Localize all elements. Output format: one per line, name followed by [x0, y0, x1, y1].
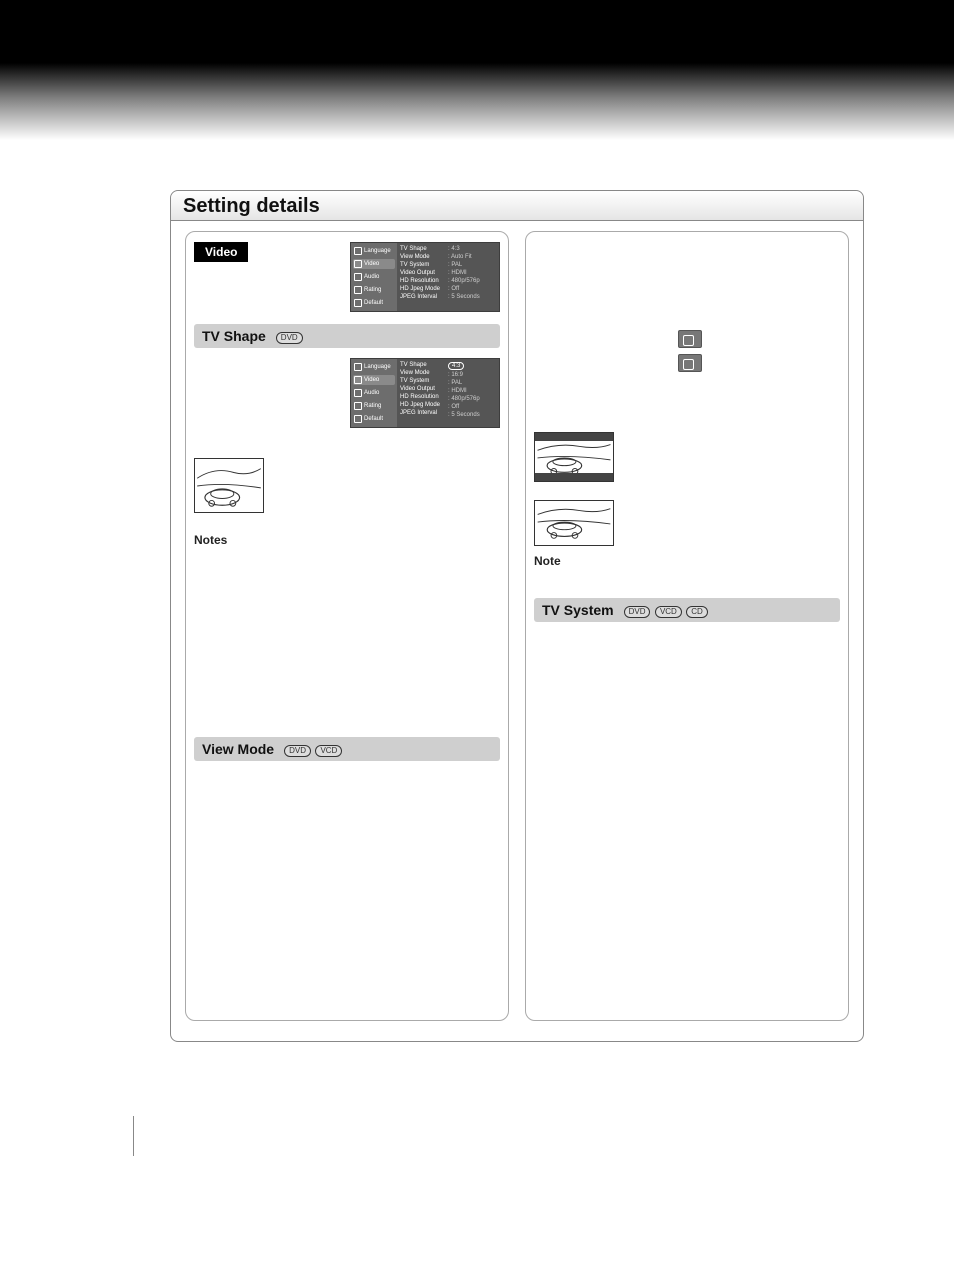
columns: Video Language Video Audio Rating Default TV… — [171, 221, 863, 1031]
osd-nav-label: Language — [364, 248, 391, 254]
osd-row-key: TV System — [400, 262, 442, 268]
osd-row-key: HD Jpeg Mode — [400, 286, 442, 292]
left-column: Video Language Video Audio Rating Default TV… — [185, 231, 509, 1021]
osd-nav-item: Language — [353, 246, 395, 256]
osd-row-key: HD Jpeg Mode — [400, 402, 442, 408]
osd-nav-label: Video — [364, 377, 379, 383]
osd-nav-icon — [354, 286, 362, 294]
car-scene-icon — [195, 459, 263, 512]
section-tv-system: TV System DVD VCD CD — [534, 598, 840, 622]
osd-row-value: : 480p/576p — [448, 396, 496, 402]
section-view-mode: View Mode DVD VCD — [194, 737, 500, 761]
osd-nav-label: Default — [364, 416, 383, 422]
osd-row-value: 4:3 — [448, 362, 496, 370]
osd-nav-icon — [354, 415, 362, 423]
osd-row-value: : HDMI — [448, 388, 496, 394]
osd-nav-label: Audio — [364, 390, 379, 396]
note-heading: Note — [534, 554, 840, 568]
osd-nav-icon — [354, 299, 362, 307]
osd-row-value: : Off — [448, 404, 496, 410]
tv-shape-thumb-row — [194, 458, 500, 513]
osd-row-key: Video Output — [400, 270, 442, 276]
dvd-disc-icon: DVD — [624, 606, 651, 618]
vcd-disc-icon: VCD — [655, 606, 682, 618]
osd-row-key: View Mode — [400, 254, 442, 260]
cd-disc-icon: CD — [686, 606, 708, 618]
osd-row-key: HD Resolution — [400, 278, 442, 284]
osd-nav-icon — [354, 402, 362, 410]
aspect-16-9-thumb — [534, 500, 614, 546]
osd-nav-icon — [354, 389, 362, 397]
tv-shape-content: Language Video Audio Rating Default TV Shape… — [194, 358, 500, 428]
osd-nav-item: Video — [353, 375, 395, 385]
dvd-disc-icon: DVD — [284, 745, 311, 757]
section-label: View Mode — [202, 741, 274, 757]
osd-row-key: View Mode — [400, 370, 442, 376]
video-mini-icon — [678, 330, 702, 348]
osd-row-key: TV System — [400, 378, 442, 384]
osd-row-key: TV Shape — [400, 362, 442, 368]
audio-mini-icon — [678, 354, 702, 372]
osd-nav-item: Rating — [353, 285, 395, 295]
osd-row-key: JPEG Interval — [400, 294, 442, 300]
osd-row-key: HD Resolution — [400, 394, 442, 400]
aspect-4-3-thumb — [194, 458, 264, 513]
osd-nav-item: Video — [353, 259, 395, 269]
video-header-row: Video Language Video Audio Rating Default TV… — [194, 242, 500, 312]
settings-panel: Setting details Video Language Video Audio… — [170, 190, 864, 1042]
panel-title: Setting details — [183, 195, 851, 218]
osd-nav-icon — [354, 247, 362, 255]
osd-row-key: Video Output — [400, 386, 442, 392]
video-badge: Video — [194, 242, 248, 262]
osd-row-value: : PAL — [448, 262, 496, 268]
section-tv-shape: TV Shape DVD — [194, 324, 500, 348]
osd-nav-icon — [354, 260, 362, 268]
osd-row-value: : 5 Seconds — [448, 294, 496, 300]
section-label: TV Shape — [202, 328, 266, 344]
header-gradient-band — [0, 0, 954, 140]
osd-nav-item: Audio — [353, 272, 395, 282]
vcd-disc-icon: VCD — [315, 745, 342, 757]
car-scene-icon — [535, 501, 613, 545]
aspect-16-9-letterbox-thumb — [534, 432, 614, 482]
widescreen-thumb-1 — [534, 432, 840, 482]
osd-nav-item: Audio — [353, 388, 395, 398]
osd-nav-icon — [354, 363, 362, 371]
osd-row-value: : 4:3 — [448, 246, 496, 252]
osd-row-value: : PAL — [448, 380, 496, 386]
osd-nav-label: Language — [364, 364, 391, 370]
osd-row-value: : Off — [448, 286, 496, 292]
osd-row-value: : HDMI — [448, 270, 496, 276]
widescreen-thumb-2 — [534, 500, 840, 546]
osd-preview-2: Language Video Audio Rating Default TV Shape… — [350, 358, 500, 428]
osd-row-value: : 5 Seconds — [448, 412, 496, 418]
osd-nav-label: Audio — [364, 274, 379, 280]
mini-badge-stack — [534, 330, 840, 372]
osd-nav-label: Default — [364, 300, 383, 306]
dvd-disc-icon: DVD — [276, 332, 303, 344]
osd-row-value: : Auto Fit — [448, 254, 496, 260]
osd-row-value: : 16:9 — [448, 372, 496, 378]
osd-nav-item: Rating — [353, 401, 395, 411]
osd-preview-1: Language Video Audio Rating Default TV Shape… — [350, 242, 500, 312]
notes-heading: Notes — [194, 533, 500, 547]
osd-row-key: JPEG Interval — [400, 410, 442, 416]
osd-nav-icon — [354, 376, 362, 384]
osd-nav-label: Rating — [364, 403, 381, 409]
panel-title-bar: Setting details — [171, 191, 863, 221]
osd-row-value: : 480p/576p — [448, 278, 496, 284]
page-margin-rule — [130, 1116, 134, 1156]
right-column: Note TV System DVD VCD CD — [525, 231, 849, 1021]
osd-nav-item: Language — [353, 362, 395, 372]
osd-nav-label: Rating — [364, 287, 381, 293]
osd-nav-item: Default — [353, 298, 395, 308]
osd-row-key: TV Shape — [400, 246, 442, 252]
osd-nav-icon — [354, 273, 362, 281]
section-label: TV System — [542, 602, 614, 618]
osd-nav-item: Default — [353, 414, 395, 424]
osd-nav-label: Video — [364, 261, 379, 267]
